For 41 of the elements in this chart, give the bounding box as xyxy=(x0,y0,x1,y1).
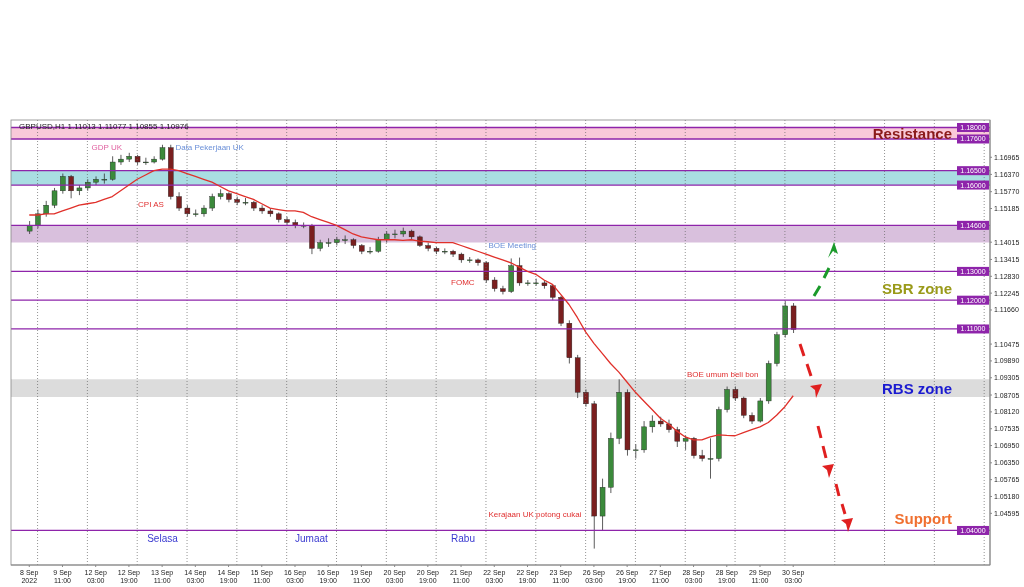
text: Resistance xyxy=(872,124,952,142)
candlestick xyxy=(790,302,797,334)
candlestick xyxy=(176,191,182,212)
candlestick xyxy=(674,426,680,448)
text: RBS zone xyxy=(881,380,952,398)
annotation: BOE umum beli bon xyxy=(686,369,759,379)
candlestick xyxy=(691,436,697,459)
candlestick xyxy=(367,246,373,255)
candlestick xyxy=(118,154,124,166)
candlestick xyxy=(342,235,348,245)
annotation: Selasa xyxy=(147,532,179,544)
candlestick xyxy=(707,437,714,480)
text: SBR zone xyxy=(881,279,952,297)
annotation: FOMC xyxy=(451,277,475,287)
candlestick xyxy=(641,420,647,454)
candlestick xyxy=(757,397,764,423)
candlestick xyxy=(450,249,456,258)
annotation: CPI AS xyxy=(138,200,164,210)
candlestick xyxy=(724,386,730,413)
candlestick xyxy=(109,155,116,182)
candlestick xyxy=(51,187,58,209)
candlestick xyxy=(309,223,315,255)
candlestick xyxy=(201,204,207,218)
text: Support xyxy=(894,509,952,527)
candlestick xyxy=(101,173,108,185)
candlestick xyxy=(516,257,523,287)
candlestick xyxy=(325,237,332,248)
candlestick xyxy=(259,204,265,215)
candlestick xyxy=(143,157,149,166)
line-series xyxy=(28,168,794,441)
candlestick xyxy=(392,229,398,239)
annotation: BOE Meeting xyxy=(488,240,537,250)
annotation: Data Pekerjaan UK xyxy=(175,143,245,153)
candlestick xyxy=(93,176,99,186)
candlestick xyxy=(500,285,506,295)
annotation: Rabu xyxy=(451,532,475,544)
candlestick xyxy=(475,258,481,267)
annotation: GDP UK xyxy=(91,143,123,153)
annotation: Kerajaan UK potong cukai xyxy=(488,509,582,519)
candlestick xyxy=(749,412,755,425)
annotation: Jumaat xyxy=(294,532,328,544)
